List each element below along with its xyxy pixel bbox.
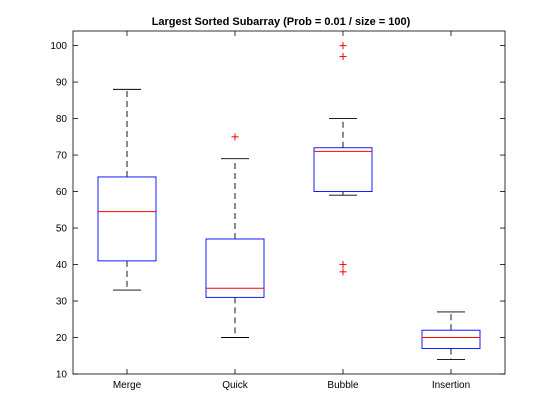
y-tick-label: 10 — [56, 370, 68, 381]
plot-area: 10 20 30 40 50 60 70 80 90 100 Merge Quick Bubble Ins… — [50, 30, 506, 391]
y-tick-label: 100 — [50, 41, 67, 52]
x-category-label: Insertion — [432, 380, 470, 391]
y-tick-label: 40 — [56, 260, 68, 271]
axes-frame — [72, 30, 506, 375]
chart-title: Largest Sorted Subarray (Prob = 0.01 / s… — [152, 16, 411, 28]
x-category-label: Quick — [222, 380, 249, 391]
y-tick-label: 20 — [56, 333, 68, 344]
box-body — [313, 147, 373, 193]
y-tick-label: 30 — [56, 297, 68, 308]
box-body — [97, 176, 157, 262]
y-tick-label: 60 — [56, 187, 68, 198]
x-category-label: Merge — [113, 380, 142, 391]
y-tick-label: 90 — [56, 78, 68, 89]
y-tick-label: 80 — [56, 114, 68, 125]
x-category-label: Bubble — [327, 380, 359, 391]
y-tick-label: 70 — [56, 151, 68, 162]
box-body — [421, 329, 481, 349]
box-body — [205, 238, 265, 298]
y-tick-label: 50 — [56, 224, 68, 235]
